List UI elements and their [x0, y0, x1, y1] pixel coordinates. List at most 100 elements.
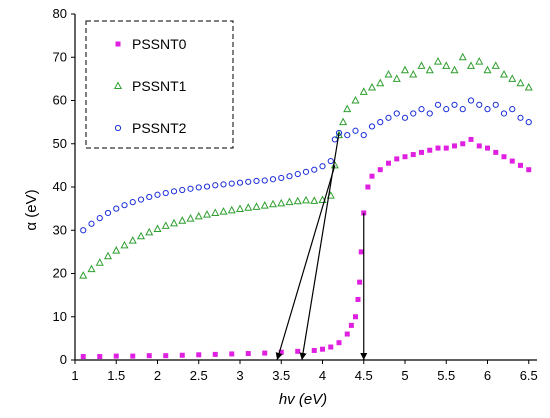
- x-tick-label: 6: [484, 368, 491, 383]
- pssnt1-point: [260, 201, 269, 209]
- pssnt2-point: [302, 168, 310, 175]
- x-tick-label: 3.5: [272, 368, 290, 383]
- pssnt2-point: [484, 106, 491, 113]
- x-tick-label: 1.5: [107, 368, 125, 383]
- pssnt1-point: [450, 65, 459, 74]
- y-tick-label: 30: [53, 222, 67, 237]
- legend-marker: [115, 41, 121, 47]
- pssnt1-point: [392, 74, 401, 82]
- pssnt1-point: [425, 65, 434, 74]
- pssnt2-point: [121, 202, 128, 209]
- y-tick-label: 50: [53, 136, 67, 151]
- pssnt1-point: [359, 87, 368, 95]
- pssnt2-point: [476, 101, 483, 108]
- pssnt1-point: [95, 258, 104, 266]
- pssnt2-point: [261, 177, 268, 184]
- pssnt2-point: [327, 157, 334, 165]
- pssnt0-point: [295, 348, 301, 354]
- legend: PSSNT0 PSSNT1 PSSNT2: [85, 20, 234, 149]
- pssnt2-point: [96, 215, 103, 222]
- pssnt0-point: [245, 351, 251, 357]
- pssnt1-point: [178, 216, 187, 224]
- pssnt0-point: [386, 160, 391, 166]
- pssnt1-point: [136, 231, 146, 240]
- pssnt2-point: [377, 119, 384, 126]
- y-tick-label: 0: [60, 352, 67, 367]
- data-marks: [79, 52, 533, 360]
- x-tick-label: 5: [401, 368, 408, 383]
- pssnt1-point: [128, 236, 137, 244]
- x-tick-label: 4: [319, 368, 326, 383]
- y-tick-label: 60: [53, 93, 67, 108]
- y-tick-label: 20: [53, 266, 67, 281]
- pssnt2-point: [418, 106, 425, 113]
- pssnt0-point: [328, 344, 334, 350]
- pssnt2-point: [253, 177, 260, 185]
- pssnt0-point: [452, 143, 457, 149]
- pssnt0-point: [526, 167, 532, 173]
- pssnt1-point: [227, 205, 236, 214]
- x-tick-label: 6.5: [520, 368, 538, 383]
- pssnt2-point: [162, 189, 169, 197]
- annotation-arrow: [275, 165, 336, 361]
- pssnt0-point: [377, 167, 383, 173]
- pssnt0-point: [353, 314, 358, 320]
- pssnt1-point: [112, 246, 121, 254]
- pssnt2-point: [368, 123, 376, 130]
- pssnt1-point: [252, 202, 261, 210]
- pssnt1-point: [339, 117, 348, 126]
- pssnt0-point: [130, 353, 136, 359]
- pssnt0-point: [97, 354, 103, 360]
- y-tick-label: 40: [53, 179, 67, 194]
- x-tick-label: 5.5: [437, 368, 455, 383]
- x-tick-label: 1: [71, 368, 78, 383]
- pssnt1-point: [285, 197, 294, 206]
- pssnt0-point: [113, 353, 119, 359]
- legend-marker: [114, 124, 122, 132]
- pssnt2-point: [278, 174, 285, 182]
- pssnt0-point: [435, 145, 441, 151]
- pssnt1-point: [483, 65, 492, 74]
- pssnt1-point: [475, 57, 484, 65]
- pssnt0-point: [369, 173, 375, 179]
- pssnt0-point: [509, 158, 515, 164]
- pssnt2-point: [88, 220, 95, 227]
- pssnt1-point: [318, 195, 327, 203]
- pssnt2-point: [212, 182, 219, 189]
- pssnt0-point: [402, 154, 408, 160]
- pssnt2-point: [517, 114, 524, 121]
- annotation-arrow: [299, 132, 340, 361]
- pssnt2-point: [220, 181, 227, 188]
- pssnt2-point: [154, 191, 161, 198]
- pssnt0-point: [146, 353, 152, 359]
- pssnt1-point: [310, 196, 319, 204]
- pssnt1-point: [219, 207, 228, 215]
- pssnt0-point: [357, 279, 363, 285]
- pssnt2-point: [360, 132, 367, 139]
- pssnt1-point: [120, 240, 129, 249]
- pssnt1-point: [79, 271, 88, 279]
- pssnt0-point: [80, 354, 86, 360]
- pssnt0-point: [518, 162, 523, 168]
- pssnt0-point: [212, 351, 218, 357]
- y-ticks: 0 10 20 30 40 50 60 70 80: [53, 6, 75, 367]
- pssnt2-point: [426, 110, 433, 117]
- pssnt1-point: [351, 95, 360, 104]
- pssnt1-point: [508, 74, 517, 82]
- pssnt1-point: [343, 104, 352, 113]
- pssnt2-point: [331, 136, 338, 143]
- pssnt2-point: [344, 132, 351, 139]
- pssnt2-point: [170, 188, 178, 195]
- pssnt1-point: [293, 196, 302, 205]
- pssnt0-point: [262, 350, 268, 356]
- pssnt2-point: [236, 179, 244, 186]
- pssnt0-point: [179, 352, 185, 358]
- pssnt1-point: [211, 208, 220, 216]
- pssnt0-point: [493, 149, 499, 155]
- pssnt2-point: [434, 101, 442, 108]
- pssnt0-point: [501, 154, 507, 160]
- pssnt2-point: [294, 170, 301, 178]
- pssnt0-point: [365, 184, 371, 190]
- pssnt2-point: [443, 106, 450, 113]
